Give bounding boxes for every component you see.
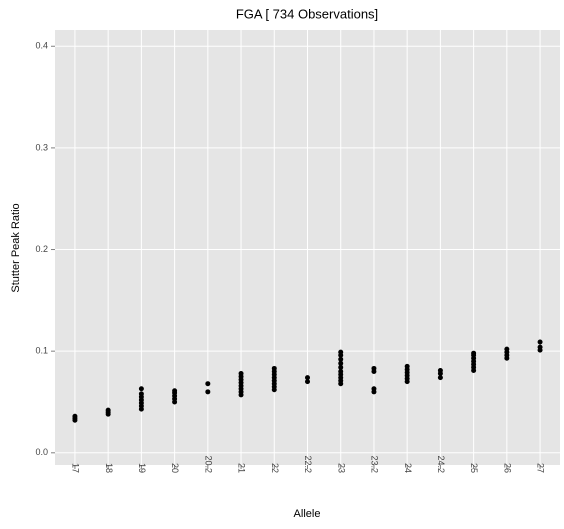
x-tick-label: 20.2 — [203, 455, 213, 473]
point — [205, 389, 211, 395]
point — [537, 339, 543, 345]
point — [537, 344, 543, 350]
point — [271, 365, 277, 371]
point — [138, 391, 144, 397]
x-tick-label: 17 — [71, 463, 81, 473]
y-tick-label: 0.3 — [35, 142, 48, 152]
y-tick-label: 0.1 — [35, 346, 48, 356]
point — [305, 379, 310, 385]
x-tick-label: 22.2 — [303, 455, 313, 473]
x-tick-label: 19 — [137, 463, 147, 473]
point — [172, 388, 178, 394]
x-tick-label: 23 — [336, 463, 346, 473]
x-tick-label: 20 — [170, 463, 180, 473]
point — [338, 360, 344, 366]
x-axis-label: Allele — [294, 508, 321, 520]
x-tick-label: 24 — [403, 463, 413, 473]
x-tick-label: 18 — [104, 463, 114, 473]
point — [338, 368, 344, 374]
point — [205, 381, 211, 387]
x-tick-label: 22 — [270, 463, 280, 473]
point — [437, 367, 443, 373]
point — [72, 413, 78, 419]
point — [138, 386, 144, 392]
x-tick-label: 24.2 — [436, 455, 446, 473]
x-tick-label: 23.2 — [370, 455, 380, 473]
x-tick-label: 26 — [502, 463, 512, 473]
x-tick-label: 21 — [237, 463, 247, 473]
point — [338, 356, 344, 362]
x-tick-label: 27 — [536, 463, 546, 473]
point — [471, 350, 477, 356]
point — [504, 346, 510, 352]
point — [238, 371, 244, 377]
y-axis-label: Stutter Peak Ratio — [10, 203, 22, 292]
point — [371, 386, 377, 392]
chart-title: FGA [ 734 Observations] — [236, 6, 378, 21]
point — [338, 349, 344, 355]
point — [105, 407, 111, 413]
y-tick-label: 0.2 — [35, 244, 48, 254]
y-tick-label: 0.4 — [35, 41, 48, 51]
point — [371, 365, 377, 371]
point — [404, 363, 410, 369]
point — [437, 375, 443, 381]
y-tick-label: 0.0 — [35, 447, 48, 457]
point — [338, 364, 344, 370]
x-tick-label: 25 — [469, 463, 479, 473]
point — [305, 375, 310, 381]
